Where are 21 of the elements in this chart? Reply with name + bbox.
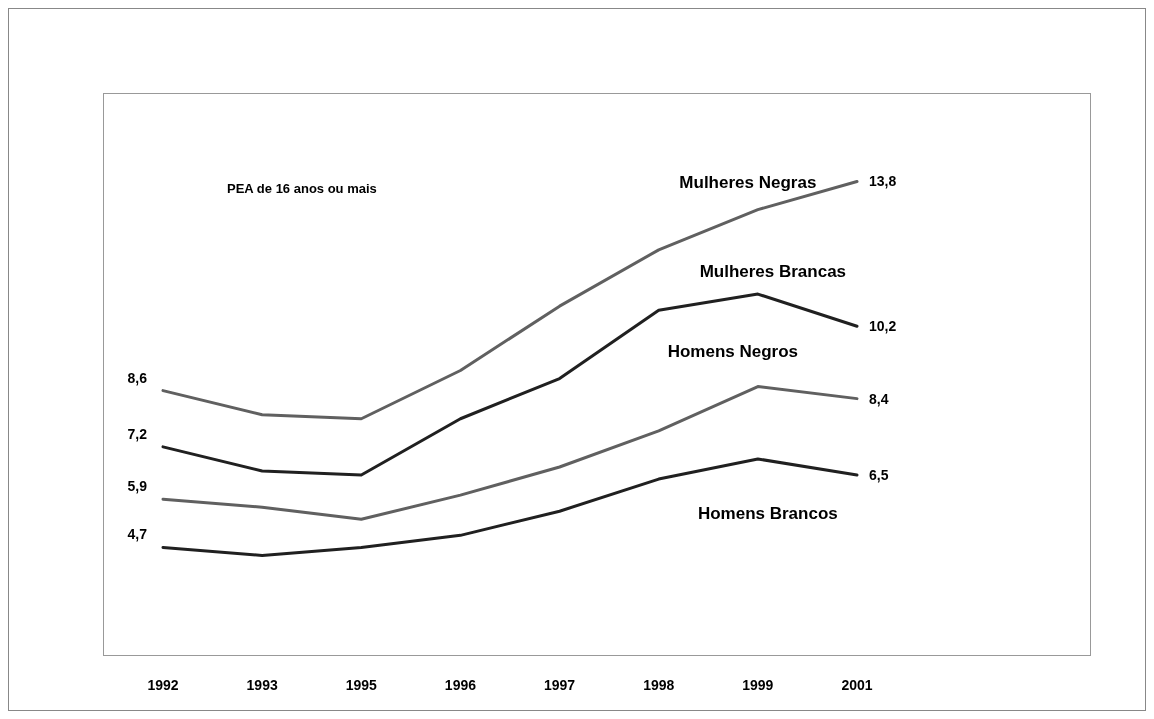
series-label: Homens Negros — [667, 341, 799, 361]
data-label: 8,4 — [869, 390, 889, 407]
x-tick-label: 1996 — [444, 676, 477, 693]
data-label: 10,2 — [869, 318, 897, 335]
annotation: PEA de 16 anos ou mais — [227, 181, 377, 196]
x-tick-label: 1995 — [345, 676, 378, 693]
series-label: Homens Brancos — [697, 503, 838, 523]
data-label: 7,2 — [127, 425, 148, 442]
data-label: 6,5 — [869, 467, 889, 484]
data-label: 5,9 — [127, 478, 148, 495]
data-label: 8,6 — [127, 369, 148, 386]
x-tick-label: 1999 — [742, 676, 774, 693]
data-label: 13,8 — [869, 173, 897, 190]
x-tick-label: 1998 — [643, 676, 675, 693]
series-label: Mulheres Negras — [679, 172, 817, 192]
x-tick-label: 1993 — [246, 676, 278, 693]
data-label: 4,7 — [127, 526, 148, 543]
x-tick-label: 2001 — [841, 676, 873, 693]
x-tick-label: 1992 — [147, 676, 179, 693]
series-label: Mulheres Brancas — [699, 262, 847, 282]
x-tick-label: 1997 — [543, 676, 576, 693]
